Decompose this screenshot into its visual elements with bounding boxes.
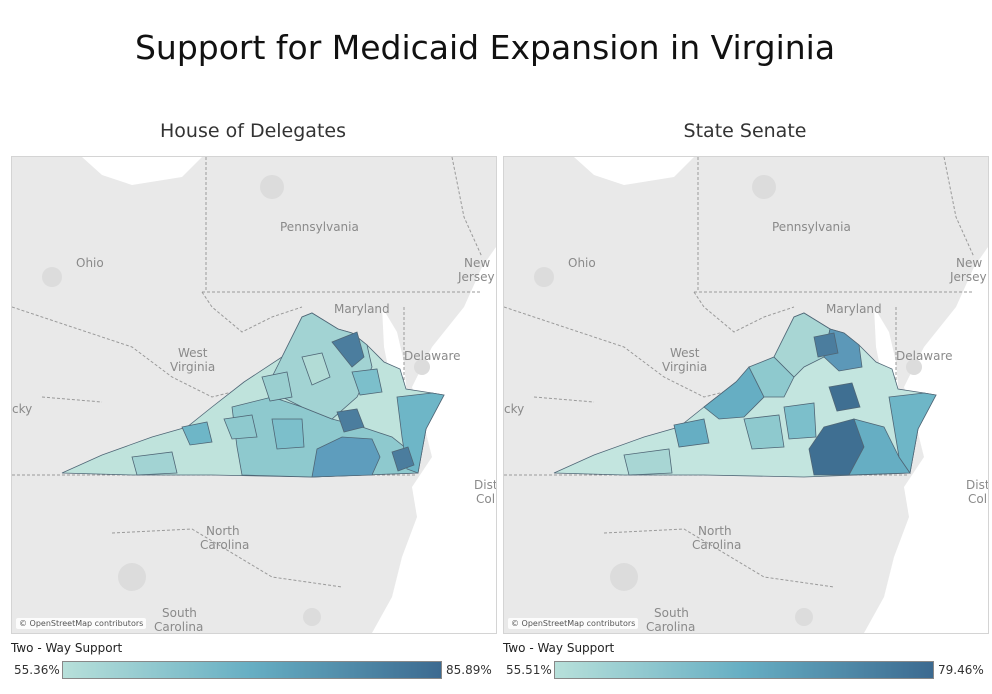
house-legend-title: Two - Way Support xyxy=(11,641,123,655)
label-maryland: Maryland xyxy=(826,302,882,316)
label-south-carolina-1: South xyxy=(162,606,197,620)
house-legend-min: 55.36% xyxy=(14,663,60,677)
house-map-title: House of Delegates xyxy=(160,120,346,142)
senate-map[interactable]: Ohio Pennsylvania New Jersey Maryland We… xyxy=(503,156,989,634)
label-south-carolina-1: South xyxy=(654,606,689,620)
label-new-jersey-2: Jersey xyxy=(949,270,987,284)
senate-legend-gradient xyxy=(554,661,934,679)
label-new-jersey-1: New xyxy=(464,256,490,270)
page-title: Support for Medicaid Expansion in Virgin… xyxy=(134,28,836,67)
label-south-carolina-2: Carolina xyxy=(154,620,203,633)
label-district-1: Dist xyxy=(966,478,988,492)
label-delaware: Delaware xyxy=(404,349,461,363)
label-pennsylvania: Pennsylvania xyxy=(772,220,851,234)
label-west-virginia-2: Virginia xyxy=(170,360,215,374)
label-west-virginia-1: West xyxy=(670,346,700,360)
label-west-virginia-2: Virginia xyxy=(662,360,707,374)
label-ohio: Ohio xyxy=(76,256,104,270)
senate-legend-max: 79.46% xyxy=(938,663,984,677)
label-north-carolina-1: North xyxy=(698,524,732,538)
label-north-carolina-2: Carolina xyxy=(200,538,249,552)
map-attribution[interactable]: © OpenStreetMap contributors xyxy=(508,618,639,629)
senate-legend-title: Two - Way Support xyxy=(503,641,615,655)
label-north-carolina-1: North xyxy=(206,524,240,538)
map-attribution[interactable]: © OpenStreetMap contributors xyxy=(16,618,147,629)
label-maryland: Maryland xyxy=(334,302,390,316)
label-west-virginia-1: West xyxy=(178,346,208,360)
label-ohio: Ohio xyxy=(568,256,596,270)
label-district-1: Dist xyxy=(474,478,496,492)
label-north-carolina-2: Carolina xyxy=(692,538,741,552)
label-new-jersey-1: New xyxy=(956,256,982,270)
label-district-2: Col xyxy=(476,492,495,506)
label-delaware: Delaware xyxy=(896,349,953,363)
house-legend-gradient xyxy=(62,661,442,679)
house-map[interactable]: Ohio Pennsylvania New Jersey Maryland We… xyxy=(11,156,497,634)
label-kentucky: cky xyxy=(12,402,32,416)
senate-map-title: State Senate xyxy=(683,120,807,142)
label-pennsylvania: Pennsylvania xyxy=(280,220,359,234)
senate-legend-min: 55.51% xyxy=(506,663,552,677)
label-south-carolina-2: Carolina xyxy=(646,620,695,633)
house-legend-max: 85.89% xyxy=(446,663,492,677)
label-new-jersey-2: Jersey xyxy=(457,270,495,284)
label-district-2: Col xyxy=(968,492,987,506)
label-kentucky: cky xyxy=(504,402,524,416)
